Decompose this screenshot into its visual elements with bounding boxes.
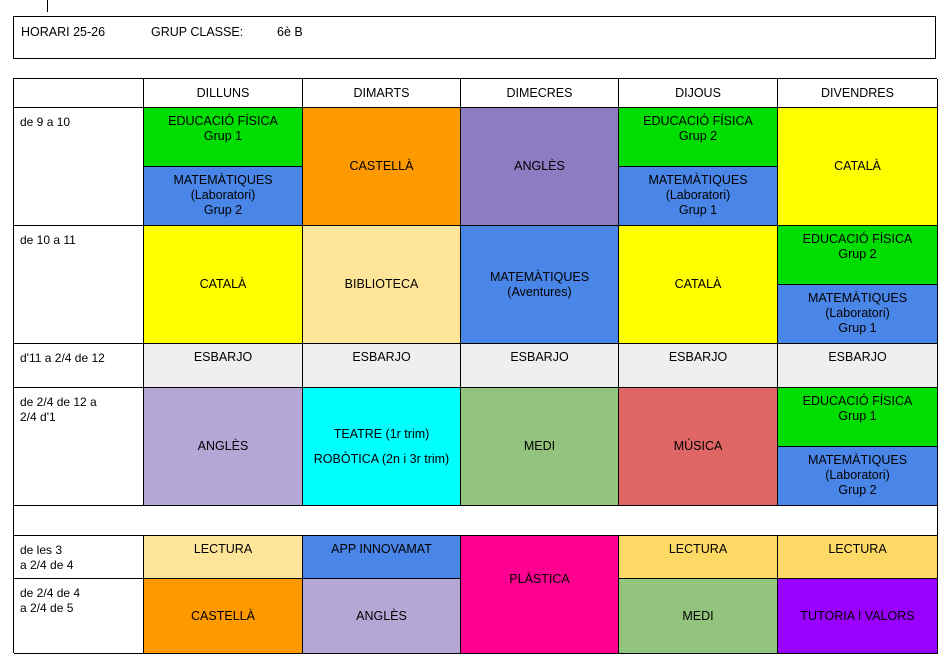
- time-slot-3: d'11 a 2/4 de 12: [14, 344, 144, 388]
- subject-name: ESBARJO: [668, 350, 728, 364]
- lunch-break-row: [14, 506, 938, 536]
- subject-name: EDUCACIÓ FÍSICA: [802, 232, 913, 246]
- subject-group: Grup 1: [838, 321, 877, 335]
- break-cell: ESBARJO: [619, 344, 778, 388]
- subject-detail: (Laboratori): [825, 306, 890, 320]
- subject-group: Grup 2: [838, 483, 877, 497]
- subject-cell: ANGLÈS: [461, 108, 619, 226]
- subject-name: LECTURA: [668, 542, 728, 556]
- subject-name: CASTELLÀ: [349, 159, 414, 173]
- subject-group: Grup 2: [838, 247, 877, 261]
- subject-cell: PLÀSTICA: [461, 536, 619, 654]
- break-cell: ESBARJO: [144, 344, 303, 388]
- break-cell: ESBARJO: [778, 344, 938, 388]
- subject-group: Grup 2: [678, 129, 718, 143]
- subject-cell: LECTURA: [778, 536, 938, 579]
- schedule-title: HORARI 25-26: [21, 25, 106, 39]
- subject-cell: MEDI: [461, 388, 619, 506]
- schedule-header: HORARI 25-26 GRUP CLASSE: 6è B: [13, 16, 936, 59]
- subject-cell: EDUCACIÓ FÍSICA Grup 2: [619, 108, 778, 167]
- subject-detail: (Laboratori): [665, 188, 731, 202]
- timetable: DILLUNS DIMARTS DIMECRES DIJOUS DIVENDRE…: [13, 78, 938, 654]
- subject-name: MATEMÀTIQUES: [173, 173, 273, 187]
- subject-name: MATEMÀTIQUES: [807, 291, 908, 305]
- subject-cell: MÚSICA: [619, 388, 778, 506]
- subject-cell: MATEMÀTIQUES (Laboratori) Grup 2: [778, 447, 938, 506]
- time-slot-4: de 2/4 de 12 a 2/4 d'1: [14, 388, 144, 506]
- subject-cell: TUTORIA I VALORS: [778, 579, 938, 654]
- day-header-friday: DIVENDRES: [778, 79, 938, 108]
- subject-cell: LECTURA: [619, 536, 778, 579]
- time-slot-2: de 10 a 11: [14, 226, 144, 344]
- break-cell: ESBARJO: [461, 344, 619, 388]
- corner-cell: [14, 79, 144, 108]
- subject-name: EDUCACIÓ FÍSICA: [168, 114, 278, 128]
- subject-detail: (Aventures): [507, 284, 572, 299]
- subject-name: EDUCACIÓ FÍSICA: [643, 114, 753, 128]
- subject-cell: CATALÀ: [619, 226, 778, 344]
- time-slot-1: de 9 a 10: [14, 108, 144, 226]
- subject-cell: EDUCACIÓ FÍSICA Grup 2: [778, 226, 938, 285]
- subject-name: MATEMÀTIQUES: [807, 453, 908, 467]
- time-slot-5: de les 3 a 2/4 de 4: [14, 536, 144, 579]
- subject-name: ANGLÈS: [197, 439, 249, 453]
- subject-cell: MATEMÀTIQUES (Aventures): [461, 226, 619, 344]
- subject-cell: LECTURA: [144, 536, 303, 579]
- subject-name: ESBARJO: [510, 350, 569, 364]
- cursor-line: [47, 0, 48, 12]
- subject-cell: TEATRE (1r trim) ROBÒTICA (2n i 3r trim): [303, 388, 461, 506]
- subject-cell: BIBLIOTECA: [303, 226, 461, 344]
- subject-name: ANGLÈS: [514, 159, 565, 173]
- subject-cell: MATEMÀTIQUES (Laboratori) Grup 1: [778, 285, 938, 344]
- subject-name: MÚSICA: [673, 439, 723, 453]
- time-slot-6: de 2/4 de 4 a 2/4 de 5: [14, 579, 144, 654]
- subject-cell: CATALÀ: [144, 226, 303, 344]
- subject-group: Grup 1: [678, 203, 718, 217]
- subject-name: PLÀSTICA: [509, 572, 570, 586]
- subject-cell: MATEMÀTIQUES (Laboratori) Grup 2: [144, 167, 303, 226]
- subject-cell: EDUCACIÓ FÍSICA Grup 1: [144, 108, 303, 167]
- subject-detail: (Laboratori): [825, 468, 890, 482]
- subject-name: BIBLIOTECA: [344, 277, 419, 291]
- day-header-monday: DILLUNS: [144, 79, 303, 108]
- subject-cell: ANGLÈS: [303, 579, 461, 654]
- subject-name: CATALÀ: [674, 277, 722, 291]
- subject-name: ANGLÈS: [356, 608, 407, 623]
- subject-name: MEDI: [523, 439, 556, 453]
- subject-name: EDUCACIÓ FÍSICA: [802, 394, 913, 408]
- subject-group: Grup 1: [838, 409, 877, 423]
- break-cell: ESBARJO: [303, 344, 461, 388]
- subject-name: CASTELLÀ: [191, 608, 255, 623]
- day-header-tuesday: DIMARTS: [303, 79, 461, 108]
- subject-name: MEDI: [682, 608, 714, 623]
- subject-name: LECTURA: [828, 542, 887, 556]
- subject-cell: CASTELLÀ: [144, 579, 303, 654]
- subject-name: ESBARJO: [193, 350, 253, 364]
- subject-name: CATALÀ: [834, 159, 881, 173]
- group-label: GRUP CLASSE:: [151, 25, 244, 39]
- subject-group: Grup 1: [203, 129, 243, 143]
- subject-name: ESBARJO: [352, 350, 411, 364]
- subject-name: APP INNOVAMAT: [331, 542, 432, 556]
- subject-group: Grup 2: [203, 203, 243, 217]
- subject-cell: APP INNOVAMAT: [303, 536, 461, 579]
- subject-name: MATEMÀTIQUES: [489, 269, 590, 284]
- subject-cell: EDUCACIÓ FÍSICA Grup 1: [778, 388, 938, 447]
- subject-cell: MATEMÀTIQUES (Laboratori) Grup 1: [619, 167, 778, 226]
- day-header-wednesday: DIMECRES: [461, 79, 619, 108]
- subject-detail: (Laboratori): [190, 188, 256, 202]
- subject-name: ROBÒTICA (2n i 3r trim): [313, 451, 450, 466]
- subject-cell: MEDI: [619, 579, 778, 654]
- day-header-thursday: DIJOUS: [619, 79, 778, 108]
- subject-name: CATALÀ: [199, 277, 247, 291]
- group-value: 6è B: [277, 25, 303, 39]
- subject-name: TEATRE (1r trim): [333, 426, 430, 441]
- subject-cell: CASTELLÀ: [303, 108, 461, 226]
- subject-name: TUTORIA I VALORS: [800, 608, 915, 623]
- subject-name: MATEMÀTIQUES: [648, 173, 748, 187]
- subject-cell: ANGLÈS: [144, 388, 303, 506]
- subject-cell: CATALÀ: [778, 108, 938, 226]
- subject-name: LECTURA: [193, 542, 253, 556]
- subject-name: ESBARJO: [828, 350, 887, 364]
